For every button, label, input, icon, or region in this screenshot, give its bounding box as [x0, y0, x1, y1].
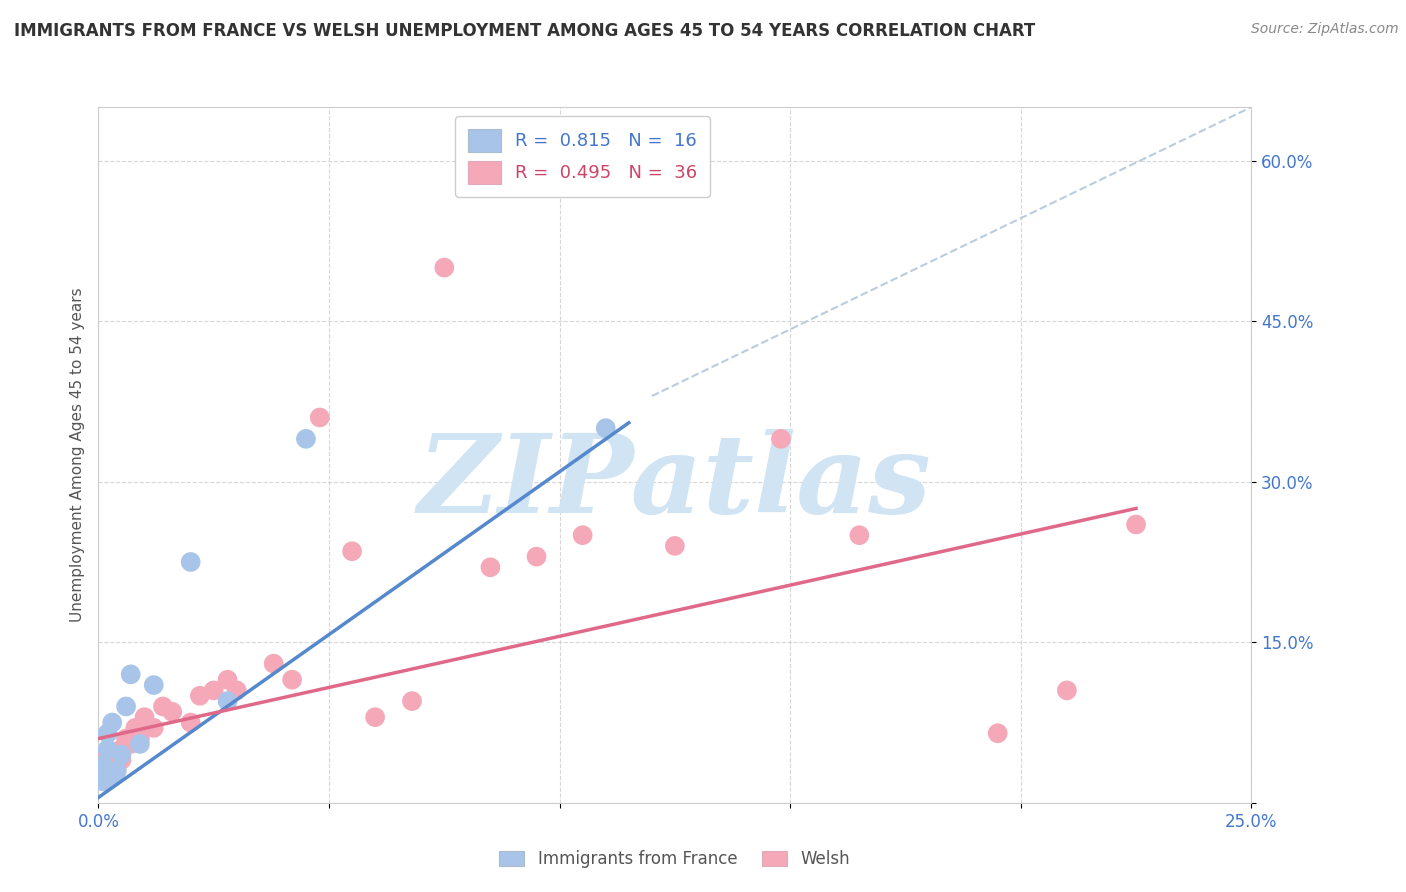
Point: [105, 764, 128, 778]
Point: [202, 683, 225, 698]
Point: [1125, 517, 1147, 532]
Point: [105, 758, 128, 772]
Point: [664, 539, 686, 553]
Point: [225, 683, 247, 698]
Point: [101, 715, 124, 730]
Point: [152, 699, 174, 714]
Point: [180, 715, 202, 730]
Point: [129, 737, 152, 751]
Point: [188, 689, 211, 703]
Point: [595, 421, 617, 435]
Point: [91, 774, 114, 789]
Point: [769, 432, 792, 446]
Point: [110, 753, 132, 767]
Point: [364, 710, 387, 724]
Point: [308, 410, 330, 425]
Point: [340, 544, 363, 558]
Point: [110, 747, 132, 762]
Point: [142, 721, 165, 735]
Point: [110, 742, 132, 756]
Point: [91, 758, 114, 772]
Point: [115, 699, 138, 714]
Point: [115, 731, 138, 746]
Y-axis label: Unemployment Among Ages 45 to 54 years: Unemployment Among Ages 45 to 54 years: [69, 287, 84, 623]
Point: [217, 673, 239, 687]
Point: [571, 528, 593, 542]
Point: [91, 753, 114, 767]
Point: [1056, 683, 1078, 698]
Point: [120, 737, 142, 751]
Legend: R =  0.815   N =  16, R =  0.495   N =  36: R = 0.815 N = 16, R = 0.495 N = 36: [456, 116, 710, 197]
Point: [281, 673, 304, 687]
Point: [124, 721, 146, 735]
Point: [295, 432, 318, 446]
Point: [91, 769, 114, 783]
Point: [134, 710, 156, 724]
Point: [129, 731, 152, 746]
Point: [987, 726, 1010, 740]
Text: ZIPatlas: ZIPatlas: [418, 429, 932, 536]
Point: [120, 667, 142, 681]
Point: [433, 260, 456, 275]
Point: [217, 694, 239, 708]
Point: [180, 555, 202, 569]
Point: [97, 764, 120, 778]
Point: [97, 726, 120, 740]
Legend: Immigrants from France, Welsh: Immigrants from France, Welsh: [492, 844, 858, 875]
Point: [101, 769, 124, 783]
Text: IMMIGRANTS FROM FRANCE VS WELSH UNEMPLOYMENT AMONG AGES 45 TO 54 YEARS CORRELATI: IMMIGRANTS FROM FRANCE VS WELSH UNEMPLOY…: [14, 22, 1035, 40]
Point: [526, 549, 548, 564]
Point: [263, 657, 285, 671]
Point: [401, 694, 423, 708]
Point: [142, 678, 165, 692]
Point: [848, 528, 870, 542]
Point: [479, 560, 502, 574]
Point: [160, 705, 183, 719]
Point: [101, 747, 124, 762]
Point: [97, 742, 120, 756]
Text: Source: ZipAtlas.com: Source: ZipAtlas.com: [1251, 22, 1399, 37]
